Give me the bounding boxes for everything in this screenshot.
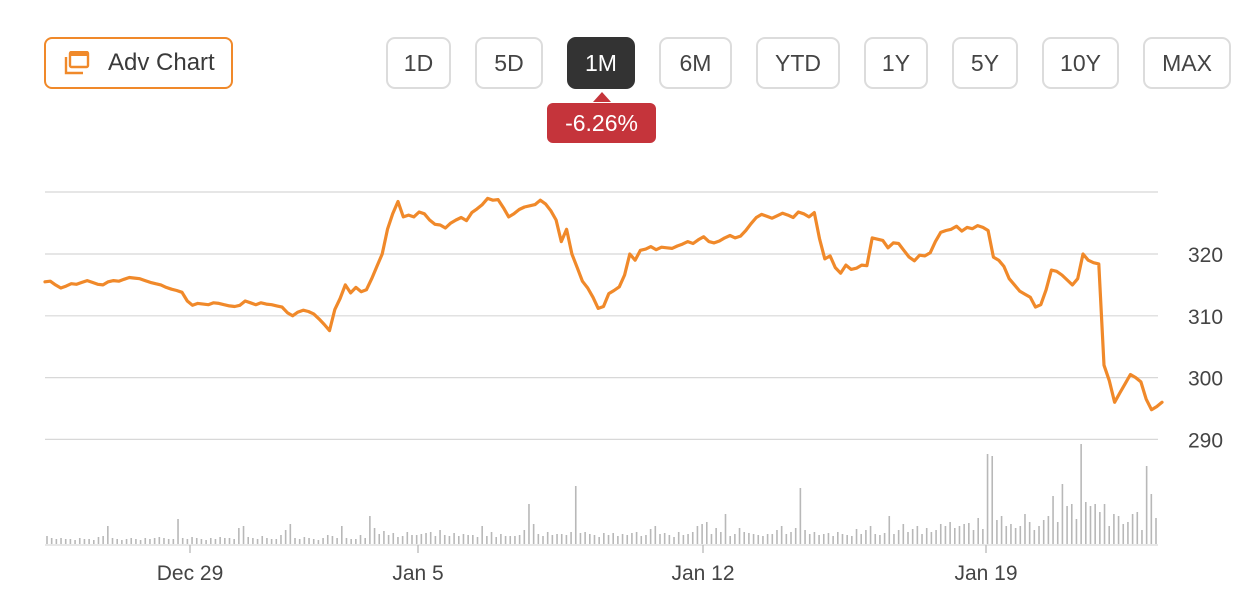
x-tick-label: Jan 5 — [392, 562, 443, 585]
range-button-max[interactable]: MAX — [1143, 37, 1231, 89]
y-tick-label: 310 — [1188, 306, 1223, 329]
adv-chart-label: Adv Chart — [108, 49, 215, 76]
x-tick-label: Jan 19 — [954, 562, 1017, 585]
range-button-6m[interactable]: 6M — [659, 37, 732, 89]
range-button-5d[interactable]: 5D — [475, 37, 543, 89]
y-tick-label: 320 — [1188, 244, 1223, 267]
badge-pointer — [593, 92, 611, 102]
range-button-1m[interactable]: 1M — [567, 37, 635, 89]
change-badge: -6.26% — [547, 103, 656, 143]
x-tick-label: Dec 29 — [157, 562, 224, 585]
y-tick-label: 300 — [1188, 368, 1223, 391]
range-button-5y[interactable]: 5Y — [952, 37, 1018, 89]
chart-grid — [45, 191, 1158, 440]
range-button-10y[interactable]: 10Y — [1042, 37, 1119, 89]
adv-chart-button[interactable]: Adv Chart — [44, 37, 233, 89]
chart-window-icon — [64, 50, 90, 75]
y-axis-labels: 320 310 300 290 — [1188, 244, 1223, 452]
volume-bars — [46, 444, 1157, 544]
x-tick-label: Jan 12 — [671, 562, 734, 585]
x-axis: Dec 29 Jan 5 Jan 12 Jan 19 — [45, 544, 1158, 585]
range-button-ytd[interactable]: YTD — [756, 37, 840, 89]
range-button-1d[interactable]: 1D — [386, 37, 451, 89]
y-tick-label: 290 — [1188, 429, 1223, 452]
range-button-1y[interactable]: 1Y — [864, 37, 928, 89]
price-line — [43, 196, 1164, 412]
